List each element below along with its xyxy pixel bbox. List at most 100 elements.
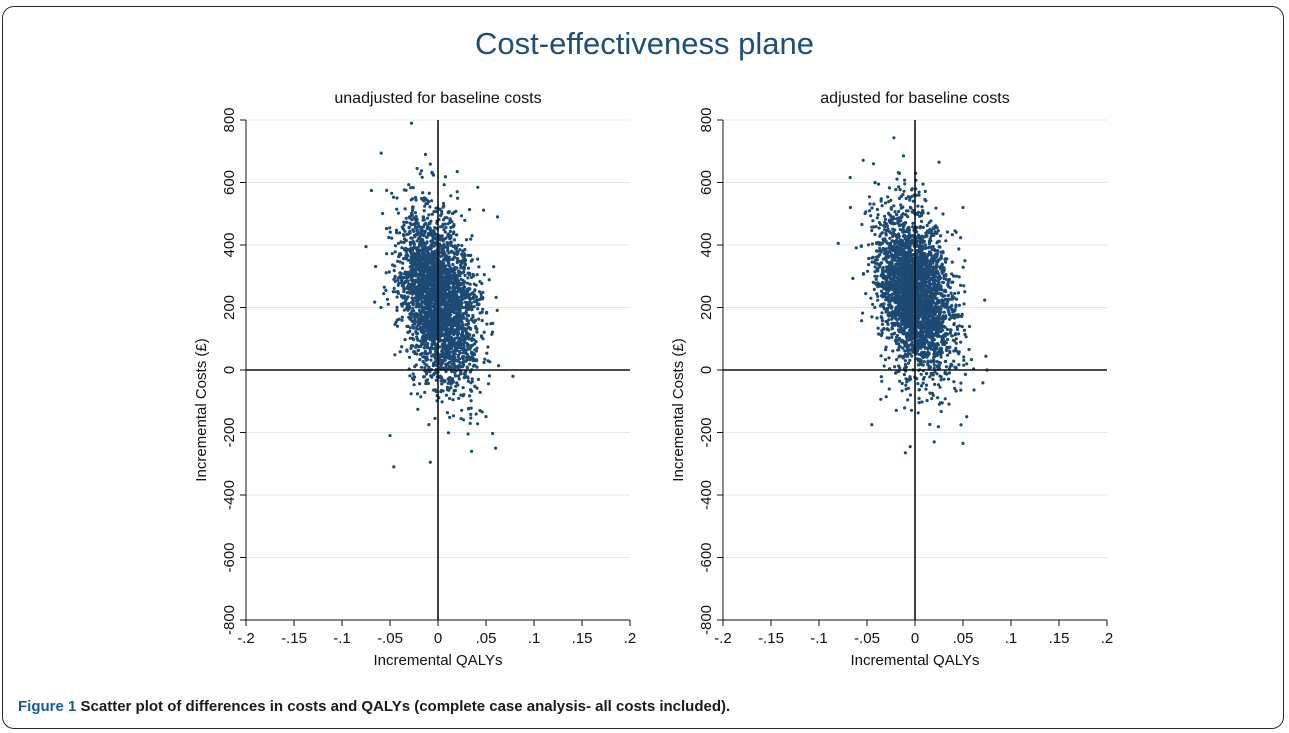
scatter-point <box>409 121 414 125</box>
scatter-point <box>448 396 452 401</box>
scatter-point <box>441 239 445 243</box>
scatter-point <box>430 354 434 358</box>
scatter-point <box>944 365 948 369</box>
scatter-point <box>466 379 470 383</box>
scatter-point <box>418 382 422 386</box>
scatter-point <box>908 198 912 202</box>
scatter-point <box>938 385 942 389</box>
scatter-point <box>448 344 452 348</box>
scatter-point <box>419 295 423 299</box>
scatter-point <box>420 175 424 179</box>
scatter-panel-unadjusted: unadjusted for baseline costs-800-600-40… <box>193 90 636 669</box>
scatter-point <box>465 291 469 296</box>
scatter-point <box>381 211 385 216</box>
scatter-point <box>406 258 410 262</box>
scatter-point <box>439 278 443 282</box>
scatter-point <box>455 314 459 318</box>
scatter-point <box>939 267 943 271</box>
scatter-point <box>921 355 925 359</box>
scatter-point <box>409 252 413 256</box>
scatter-point <box>409 246 413 250</box>
scatter-point <box>411 206 415 210</box>
scatter-point <box>441 347 446 351</box>
scatter-point <box>394 228 399 232</box>
scatter-point <box>954 274 959 278</box>
scatter-point <box>903 178 907 182</box>
scatter-point <box>895 266 899 271</box>
scatter-point <box>456 365 460 369</box>
scatter-point <box>418 302 422 307</box>
scatter-point <box>471 319 475 323</box>
scatter-point <box>431 289 435 293</box>
scatter-point <box>870 256 874 260</box>
scatter-point <box>887 387 891 391</box>
scatter-point <box>462 342 466 346</box>
scatter-point <box>446 355 450 359</box>
scatter-point <box>425 355 429 359</box>
scatter-point <box>440 382 444 386</box>
scatter-point <box>461 354 466 359</box>
scatter-point <box>448 321 452 325</box>
scatter-point <box>443 252 447 256</box>
scatter-point <box>921 209 925 213</box>
scatter-point <box>876 294 880 298</box>
scatter-point <box>422 241 426 245</box>
y-tick-label: 800 <box>698 107 715 132</box>
scatter-point <box>963 259 967 263</box>
scatter-point <box>411 332 415 336</box>
scatter-point <box>406 306 410 310</box>
scatter-point <box>407 226 411 230</box>
scatter-point <box>442 228 446 232</box>
scatter-point <box>903 406 907 410</box>
scatter-point <box>413 211 417 215</box>
scatter-point <box>868 202 872 206</box>
scatter-point <box>424 379 428 383</box>
scatter-point <box>875 316 879 320</box>
scatter-point <box>400 318 404 322</box>
scatter-point <box>484 311 489 315</box>
scatter-point <box>870 229 874 233</box>
scatter-point <box>470 336 474 340</box>
scatter-point <box>948 331 952 335</box>
scatter-point <box>452 294 456 298</box>
scatter-point <box>405 276 409 280</box>
scatter-point <box>418 172 422 176</box>
x-tick-label: -.1 <box>810 630 828 647</box>
scatter-point <box>903 349 907 353</box>
scatter-point <box>441 224 445 228</box>
scatter-point <box>497 364 501 368</box>
scatter-point <box>466 266 471 270</box>
scatter-point <box>464 238 469 242</box>
scatter-point <box>433 346 438 350</box>
scatter-point <box>424 339 428 343</box>
scatter-point <box>482 360 486 365</box>
scatter-points <box>836 136 989 455</box>
scatter-point <box>409 392 413 396</box>
scatter-point <box>890 335 894 339</box>
scatter-point <box>388 434 392 438</box>
scatter-point <box>374 264 378 269</box>
scatter-point <box>452 238 456 242</box>
scatter-point <box>395 305 399 309</box>
scatter-point <box>398 252 402 256</box>
scatter-point <box>494 295 498 299</box>
scatter-point <box>396 290 400 294</box>
scatter-point <box>861 311 865 315</box>
scatter-point <box>880 331 884 335</box>
scatter-point <box>462 363 466 367</box>
scatter-point <box>412 271 416 275</box>
scatter-point <box>424 221 428 226</box>
scatter-point <box>404 273 408 277</box>
scatter-point <box>446 256 450 260</box>
scatter-point <box>476 257 480 261</box>
scatter-point <box>441 352 445 356</box>
scatter-point <box>474 298 478 302</box>
scatter-point <box>419 255 424 259</box>
scatter-point <box>884 201 888 205</box>
scatter-point <box>470 308 474 312</box>
scatter-point <box>468 370 472 374</box>
scatter-point <box>401 227 406 231</box>
scatter-point <box>925 223 929 227</box>
scatter-point <box>384 271 388 275</box>
scatter-point <box>430 253 434 257</box>
